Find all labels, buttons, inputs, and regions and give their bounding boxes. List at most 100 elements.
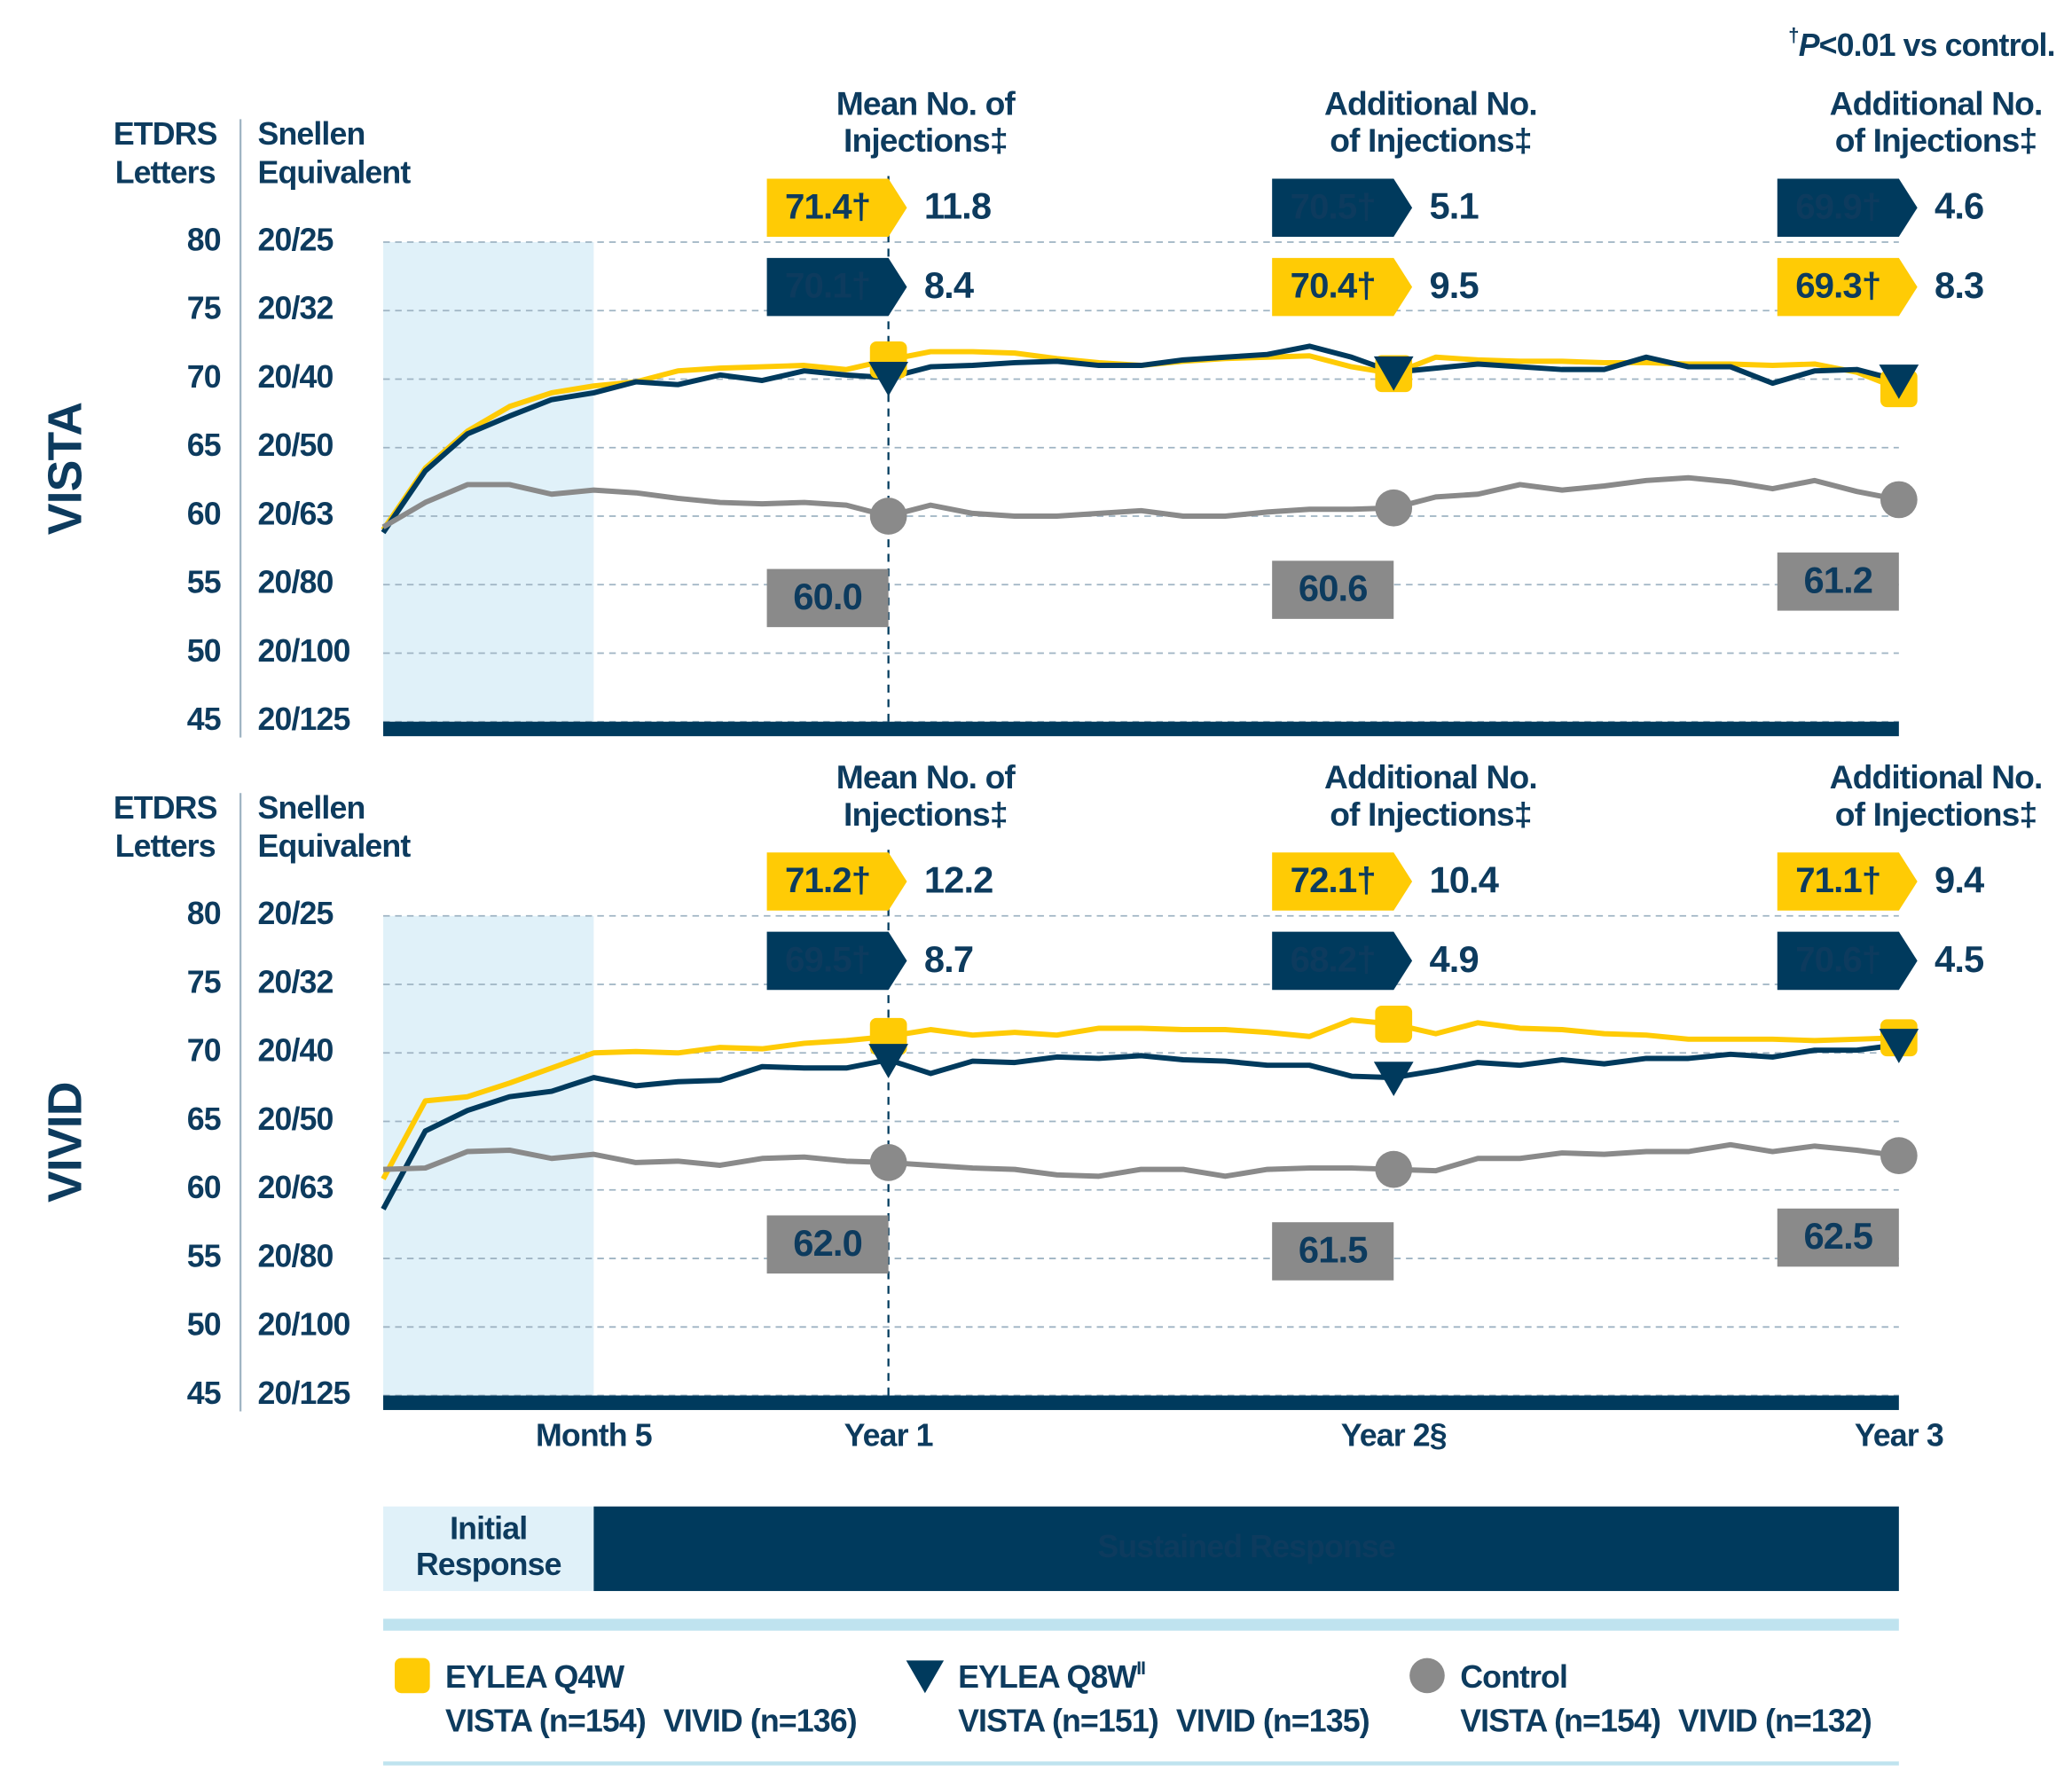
legend-marker xyxy=(906,1660,945,1694)
control-value-label: 62.5 xyxy=(1804,1215,1873,1257)
value-label: 71.4† xyxy=(785,186,870,226)
y2-tick-label: 20/32 xyxy=(258,964,334,999)
value-label-box xyxy=(1777,178,1918,238)
x-tick-label: Year 2§ xyxy=(1341,1418,1447,1454)
y2-tick-label: 20/125 xyxy=(258,701,350,737)
y-tick-label: 60 xyxy=(187,496,221,531)
y-tick-label: 80 xyxy=(187,896,221,931)
legend-marker xyxy=(395,1657,430,1694)
y2-axis-title: Snellen xyxy=(258,116,365,152)
data-marker xyxy=(1880,481,1918,519)
value-label: 71.1† xyxy=(1795,860,1880,900)
data-marker xyxy=(1375,1150,1413,1188)
y-axis-title: Letters xyxy=(115,828,216,864)
y-tick-label: 65 xyxy=(187,427,221,463)
value-label-box xyxy=(1272,178,1413,238)
injection-count: 8.3 xyxy=(1935,264,1983,306)
phase-bar xyxy=(593,1506,1899,1592)
y-tick-label: 50 xyxy=(187,633,221,669)
value-label: 69.3† xyxy=(1795,266,1880,306)
y2-axis-title: Snellen xyxy=(258,790,365,826)
control-label-box xyxy=(1777,552,1899,611)
y2-tick-label: 20/25 xyxy=(258,896,334,931)
injection-count: 8.7 xyxy=(924,938,973,980)
data-marker xyxy=(1375,489,1413,527)
data-marker xyxy=(1375,1005,1413,1043)
callout-heading: Mean No. of xyxy=(836,84,1016,121)
phase-label: Sustained Response xyxy=(1097,1529,1395,1564)
y2-tick-label: 20/50 xyxy=(258,1101,334,1137)
value-label: 72.1† xyxy=(1291,860,1376,900)
control-value-label: 62.0 xyxy=(793,1222,862,1264)
data-marker xyxy=(868,1044,908,1078)
callout-heading: Injections‡ xyxy=(844,121,1008,159)
control-value-label: 60.0 xyxy=(793,576,862,617)
callout-heading: Additional No. xyxy=(1830,84,2043,121)
y2-tick-label: 20/100 xyxy=(258,1307,350,1343)
y-tick-label: 55 xyxy=(187,565,221,600)
control-value-label: 61.2 xyxy=(1804,559,1873,600)
y2-tick-label: 20/32 xyxy=(258,291,334,326)
y-tick-label: 75 xyxy=(187,964,221,999)
callout-heading: Additional No. xyxy=(1324,84,1537,121)
data-marker xyxy=(1880,1137,1918,1175)
injection-count: 12.2 xyxy=(924,859,993,901)
callout-heading: of Injections‡ xyxy=(1330,121,1531,159)
control-value-label: 61.5 xyxy=(1299,1228,1368,1270)
injection-count: 4.9 xyxy=(1429,938,1478,980)
legend-name: Control xyxy=(1460,1659,1567,1695)
legend-count: VISTA (n=151) xyxy=(958,1703,1158,1738)
value-label: 68.2† xyxy=(1291,940,1376,980)
data-marker xyxy=(1879,1029,1919,1063)
y2-tick-label: 20/63 xyxy=(258,496,334,531)
y2-tick-label: 20/100 xyxy=(258,633,350,669)
y-tick-label: 65 xyxy=(187,1101,221,1137)
footnote-part: P xyxy=(1799,27,1820,63)
legend-name-sup: II xyxy=(1136,1658,1145,1679)
injection-count: 8.4 xyxy=(924,264,974,306)
callout-heading: of Injections‡ xyxy=(1330,795,1531,833)
y-tick-label: 60 xyxy=(187,1170,221,1205)
data-marker xyxy=(1373,1062,1414,1096)
y-tick-label: 70 xyxy=(187,1033,221,1069)
value-label: 70.1† xyxy=(785,266,870,306)
y2-tick-label: 20/80 xyxy=(258,1238,334,1273)
injection-count: 10.4 xyxy=(1429,859,1498,901)
value-label-box xyxy=(1777,852,1918,911)
injection-count: 9.5 xyxy=(1429,264,1479,306)
callout-heading: of Injections‡ xyxy=(1835,121,2037,159)
value-label: 70.4† xyxy=(1291,266,1376,306)
value-label-box xyxy=(1272,257,1413,317)
value-label-box xyxy=(1777,257,1918,317)
y-axis-title: Letters xyxy=(115,154,216,190)
y-axis-title: ETDRS xyxy=(114,116,217,152)
y-tick-label: 50 xyxy=(187,1307,221,1343)
injection-count: 5.1 xyxy=(1429,185,1479,227)
value-label: 69.5† xyxy=(785,940,870,980)
y-tick-label: 45 xyxy=(187,1375,221,1411)
callout-heading: Additional No. xyxy=(1324,758,1537,795)
injection-count: 4.6 xyxy=(1935,185,1983,227)
legend-count: VISTA (n=154) xyxy=(445,1703,646,1738)
data-marker xyxy=(869,498,907,535)
legend-name: EYLEA Q4W xyxy=(445,1659,624,1695)
injection-count: 4.5 xyxy=(1935,938,1984,980)
footnote-part: <0.01 vs control. xyxy=(1819,27,2055,63)
data-marker xyxy=(1879,364,1919,399)
callout-heading: Additional No. xyxy=(1830,758,2043,795)
y-tick-label: 70 xyxy=(187,359,221,395)
data-marker xyxy=(869,1144,907,1181)
control-label-box xyxy=(1777,1208,1899,1267)
value-label-box xyxy=(1272,931,1413,991)
y-tick-label: 55 xyxy=(187,1238,221,1273)
injection-count: 11.8 xyxy=(924,185,991,227)
y-axis-title: ETDRS xyxy=(114,790,217,826)
series-line xyxy=(381,1042,1900,1211)
legend-count: VIVID (n=132) xyxy=(1678,1703,1872,1738)
value-label: 69.9† xyxy=(1795,186,1880,226)
injection-count: 9.4 xyxy=(1935,859,1984,901)
panel-title: VIVID xyxy=(39,1082,92,1203)
x-axis-baseline xyxy=(383,1395,1899,1410)
legend-count: VISTA (n=154) xyxy=(1460,1703,1660,1738)
